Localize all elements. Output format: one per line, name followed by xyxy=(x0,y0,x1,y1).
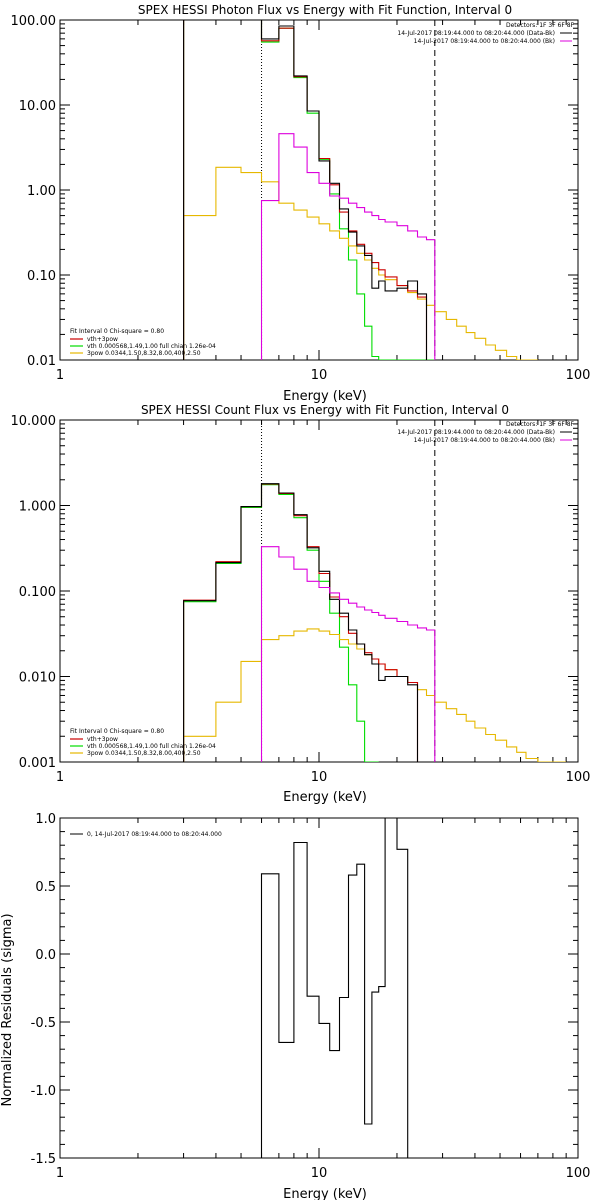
count-flux-legend-2: vth 0.000568,1.49,1.00 full chian 1.26e-… xyxy=(87,743,216,750)
residuals-x-tick-label: 10 xyxy=(311,1166,328,1181)
photon-flux-legend-3: 3pow 0.0344,1.50,8.32,8.00,400,2.50 xyxy=(87,350,201,357)
photon-flux-y-tick-label: 1.00 xyxy=(27,184,56,199)
residuals-plot: 1 10 100 -1.5 -1.0 -0.5 0.0 0.5 1.0 xyxy=(31,812,591,1181)
photon-flux-title: SPEX HESSI Photon Flux vs Energy with Fi… xyxy=(138,3,512,17)
count-flux-interval-bk: 14-Jul-2017 08:19:44.000 to 08:20:44.000… xyxy=(414,437,555,444)
count-flux-legend-title: Fit Interval 0 Chi-square = 0.80 xyxy=(70,728,164,735)
photon-flux-series-data-bk xyxy=(183,20,428,360)
residuals-ylabel: Normalized Residuals (sigma) xyxy=(0,913,15,1106)
residuals-x-tick-label: 100 xyxy=(566,1166,591,1181)
photon-flux-data xyxy=(183,20,538,360)
photon-flux-x-tick-label: 10 xyxy=(311,368,328,383)
residuals-series-0-14-jul-2017-08-19-44-000-to-08-20-44-000 xyxy=(260,818,409,1158)
photon-flux-series-3pow xyxy=(183,166,538,360)
photon-flux-x-tick-label: 1 xyxy=(56,368,64,383)
count-flux-plot: 1 10 100 0.001 0.010 0.100 1.000 10.000 xyxy=(11,414,591,785)
count-flux-x-tick-label: 100 xyxy=(566,770,591,785)
count-flux-data xyxy=(183,420,567,762)
count-flux-legend-1: vth+3pow xyxy=(87,736,118,743)
photon-flux-x-tick-label: 100 xyxy=(566,368,591,383)
count-flux-interval-databk: 14-Jul-2017 08:19:44.000 to 08:20:44.000… xyxy=(397,429,555,436)
count-flux-x-tick-label: 1 xyxy=(56,770,64,785)
photon-flux-legend-1: vth+3pow xyxy=(87,336,118,343)
residuals-y-tick-label: 0.0 xyxy=(35,948,56,963)
residuals-y-tick-label: -1.5 xyxy=(31,1152,56,1167)
count-flux-y-tick-label: 0.100 xyxy=(19,585,56,600)
count-flux-x-tick-label: 10 xyxy=(311,770,328,785)
count-flux-y-tick-label: 0.001 xyxy=(19,756,56,771)
residuals-panel-text: Energy (keV) Normalized Residuals (sigma… xyxy=(0,831,367,1200)
photon-flux-panel-text: SPEX HESSI Photon Flux vs Energy with Fi… xyxy=(70,3,575,404)
photon-flux-interval-databk: 14-Jul-2017 08:19:44.000 to 08:20:44.000… xyxy=(397,30,555,37)
photon-flux-y-tick-label: 0.01 xyxy=(27,354,56,369)
residuals-data xyxy=(260,818,409,1158)
photon-flux-y-tick-label: 10.00 xyxy=(19,99,56,114)
count-flux-y-tick-label: 0.010 xyxy=(19,671,56,686)
photon-flux-plot: 1 10 100 0.01 0.10 1.00 10.00 100.00 xyxy=(11,14,591,383)
residuals-y-tick-label: -0.5 xyxy=(31,1016,56,1031)
photon-flux-y-tick-label: 100.00 xyxy=(11,14,57,29)
residuals-y-tick-label: 0.5 xyxy=(35,880,56,895)
residuals-xlabel: Energy (keV) xyxy=(283,1187,367,1200)
count-flux-legend-3: 3pow 0.0344,1.50,8.32,8.00,400,2.50 xyxy=(87,750,201,757)
residuals-legend-1: 0, 14-Jul-2017 08:19:44.000 to 08:20:44.… xyxy=(87,831,222,838)
photon-flux-y-tick-label: 0.10 xyxy=(27,269,56,284)
residuals-y-tick-label: -1.0 xyxy=(31,1084,56,1099)
photon-flux-detectors: Detectors: 1F 3F 6F 8F xyxy=(506,22,575,29)
photon-flux-legend-2: vth 0.000568,1.49,1.00 full chian 1.26e-… xyxy=(87,343,216,350)
count-flux-title: SPEX HESSI Count Flux vs Energy with Fit… xyxy=(141,403,509,417)
count-flux-panel-text: SPEX HESSI Count Flux vs Energy with Fit… xyxy=(70,403,575,805)
photon-flux-xlabel: Energy (keV) xyxy=(283,389,367,404)
photon-flux-series-bk xyxy=(260,133,436,360)
photon-flux-legend-title: Fit Interval 0 Chi-square = 0.80 xyxy=(70,328,164,335)
residuals-x-tick-label: 1 xyxy=(56,1166,64,1181)
count-flux-detectors: Detectors: 1F 3F 6F 8F xyxy=(506,421,575,428)
count-flux-y-tick-label: 10.000 xyxy=(11,414,57,429)
photon-flux-interval-bk: 14-Jul-2017 08:19:44.000 to 08:20:44.000… xyxy=(414,38,555,45)
count-flux-xlabel: Energy (keV) xyxy=(283,790,367,805)
count-flux-y-tick-label: 1.000 xyxy=(19,500,56,515)
count-flux-series-bk xyxy=(260,546,436,762)
residuals-y-tick-label: 1.0 xyxy=(35,812,56,827)
